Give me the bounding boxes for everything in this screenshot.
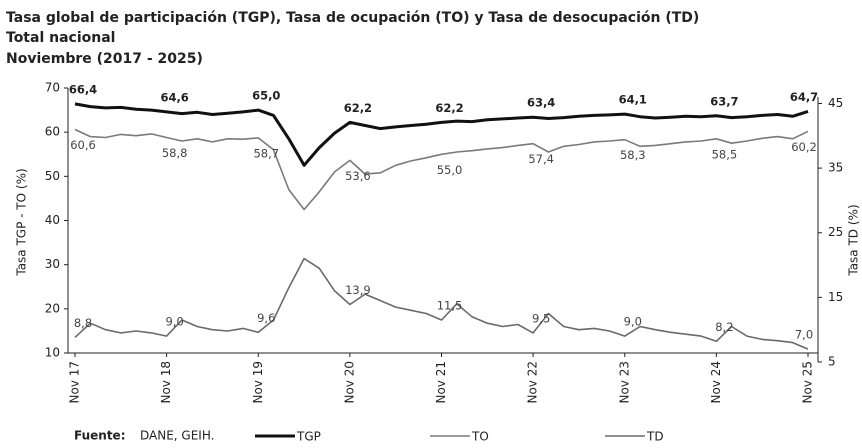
data-label: 9,0 — [624, 315, 642, 329]
x-tick-label: Nov 18 — [159, 361, 173, 404]
chart-subtitle: Total nacional — [6, 30, 115, 46]
x-tick-label: Nov 17 — [68, 361, 82, 404]
legend-label: TO — [471, 430, 489, 444]
y2-tick-label: 25 — [828, 225, 843, 239]
y-tick-label: 50 — [45, 169, 60, 183]
y2-tick-label: 5 — [828, 355, 836, 369]
data-label: 63,7 — [710, 94, 738, 108]
data-label: 8,8 — [74, 316, 92, 330]
data-label: 60,2 — [791, 140, 817, 154]
chart-title: Tasa global de participación (TGP), Tasa… — [6, 10, 699, 26]
data-label: 64,1 — [619, 93, 647, 107]
data-label: 65,0 — [252, 89, 280, 103]
data-label: 8,2 — [715, 320, 733, 334]
y-axis-label: Tasa TGP - TO (%) — [15, 168, 29, 276]
x-tick-label: Nov 22 — [526, 361, 540, 404]
data-label: 66,4 — [69, 82, 97, 96]
data-label: 9,5 — [532, 311, 550, 325]
data-label: 11,5 — [437, 298, 463, 312]
y-tick-label: 10 — [45, 346, 60, 360]
x-tick-label: Nov 19 — [251, 361, 265, 404]
series-line — [74, 128, 809, 211]
data-label: 62,2 — [344, 101, 372, 115]
x-tick-label: Nov 21 — [434, 361, 448, 404]
series-line — [74, 257, 809, 350]
y-tick-label: 60 — [45, 125, 60, 139]
y2-tick-label: 35 — [828, 161, 843, 175]
y-tick-label: 40 — [45, 213, 60, 227]
data-label: 58,8 — [162, 146, 188, 160]
source-label: Fuente: — [74, 429, 126, 443]
x-tick-label: Nov 24 — [709, 361, 723, 404]
series-line — [74, 102, 809, 167]
legend-label: TGP — [296, 430, 321, 444]
legend-label: TD — [646, 430, 664, 444]
data-label: 60,6 — [70, 138, 96, 152]
y2-tick-label: 45 — [828, 96, 843, 110]
data-label: 58,3 — [620, 148, 646, 162]
y-tick-label: 20 — [45, 301, 60, 315]
data-label: 53,6 — [345, 169, 371, 183]
data-label: 55,0 — [437, 163, 463, 177]
data-label: 64,7 — [790, 90, 818, 104]
y2-axis-label: Tasa TD (%) — [847, 204, 861, 276]
data-label: 62,2 — [435, 101, 463, 115]
source: DANE, GEIH. — [140, 429, 214, 443]
data-label: 9,0 — [165, 315, 183, 329]
data-label: 63,4 — [527, 96, 555, 110]
x-tick-label: Nov 25 — [801, 361, 815, 404]
data-label: 64,6 — [160, 90, 188, 104]
data-label: 58,5 — [712, 147, 738, 161]
y-tick-label: 70 — [45, 81, 60, 95]
data-label: 13,9 — [345, 283, 371, 297]
x-tick-label: Nov 20 — [342, 361, 356, 404]
data-label: 9,6 — [257, 311, 275, 325]
data-label: 57,4 — [528, 152, 554, 166]
data-label: 7,0 — [795, 328, 813, 342]
y-tick-label: 30 — [45, 257, 60, 271]
x-tick-label: Nov 23 — [617, 361, 631, 404]
y2-tick-label: 15 — [828, 290, 843, 304]
data-label: 58,7 — [253, 146, 279, 160]
chart-subtitle: Noviembre (2017 - 2025) — [6, 51, 203, 67]
